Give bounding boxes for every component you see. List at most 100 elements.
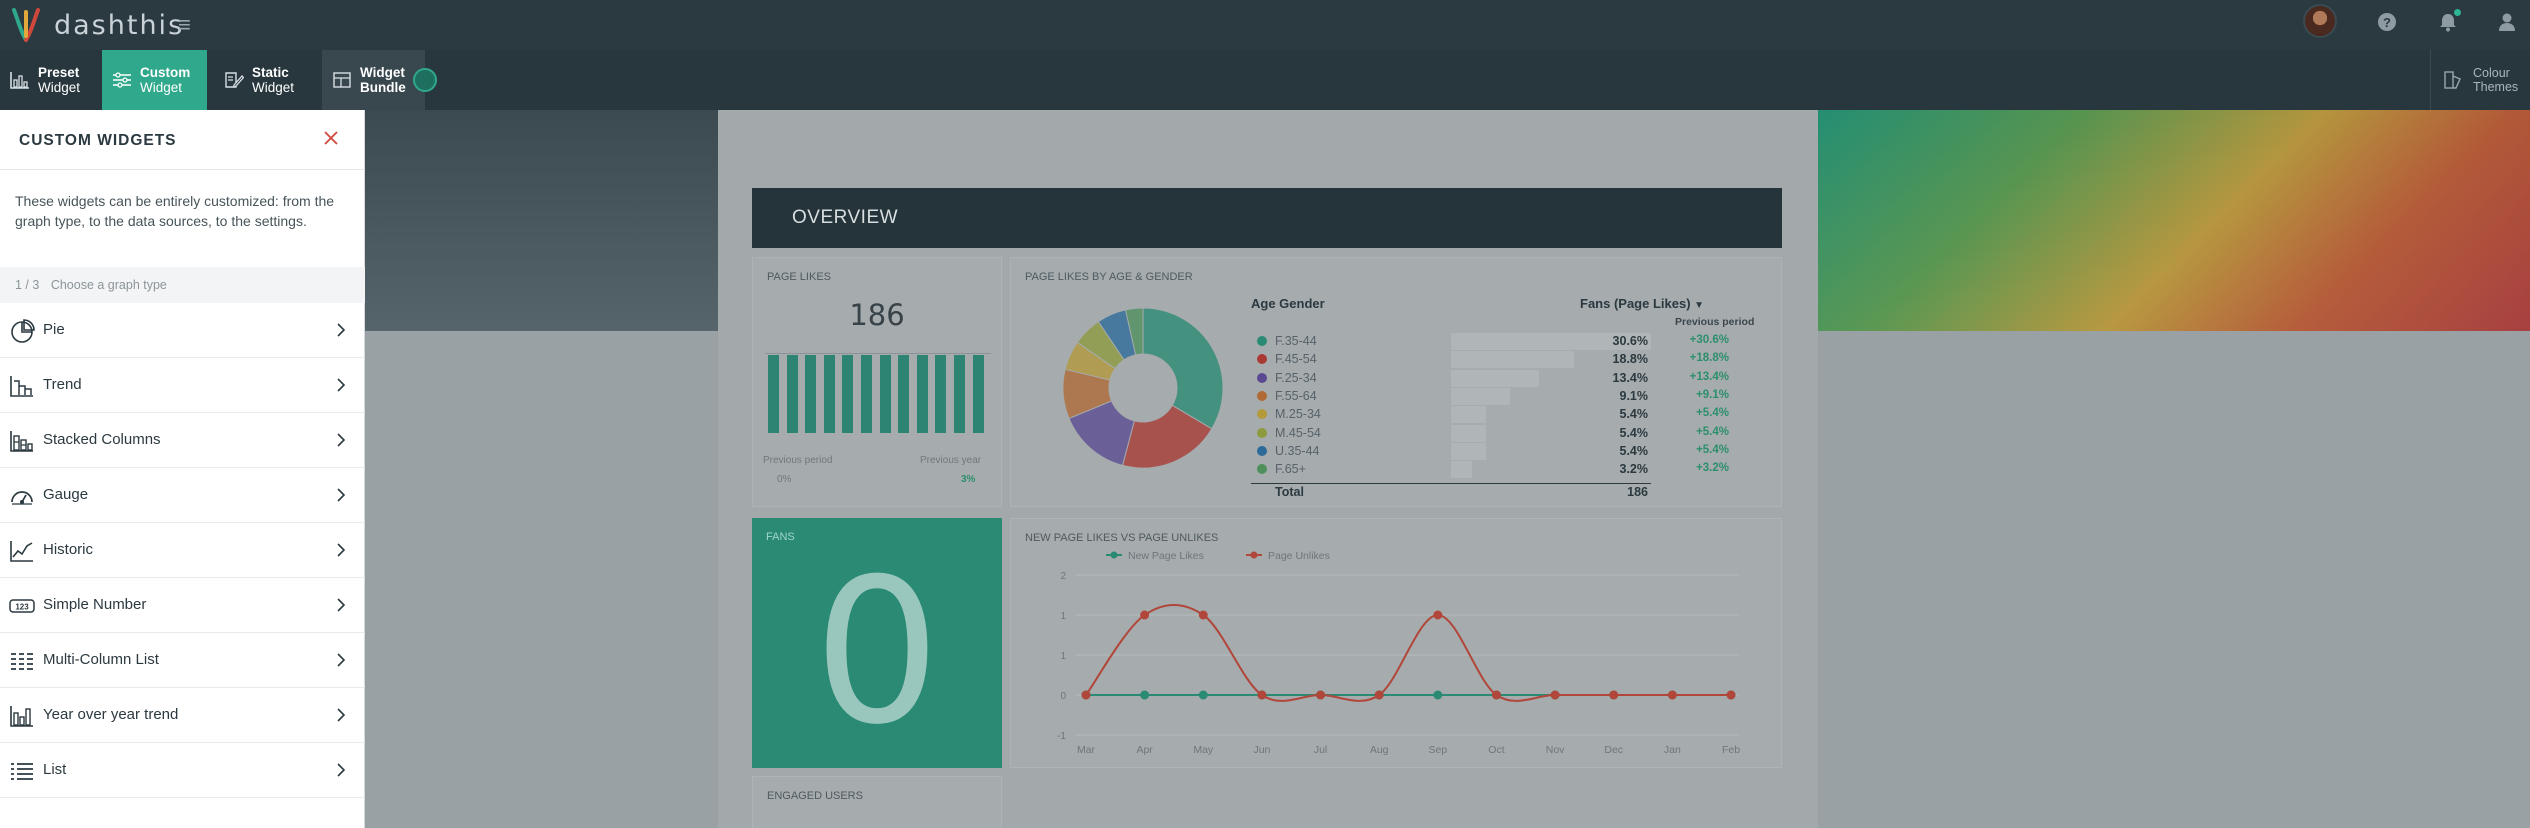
graph-type-list[interactable]: List [0,743,365,798]
theme-banner-art [1815,110,2530,331]
y-tick-label: 0 [1060,691,1066,702]
layout-icon [333,72,351,88]
chevron-right-icon [337,378,346,392]
bundle-badge-icon [413,68,437,92]
menu-icon[interactable]: ≡ [178,12,191,37]
legend-row: F.45-54 18.8% +18.8% [1251,351,1741,369]
unlikes-point [1667,690,1677,700]
legend-dot [1257,390,1267,401]
col-fans-dropdown[interactable]: Fans (Page Likes) ▼ [1580,296,1704,311]
panel-header: CUSTOM WIDGETS [0,110,365,170]
share-bar [1451,406,1487,424]
legend-percent: 18.8% [1612,352,1648,367]
chevron-right-icon [337,653,346,667]
likes-vs-unlikes-card[interactable]: NEW PAGE LIKES VS PAGE UNLIKES New Page … [1010,518,1782,768]
panel-description: These widgets can be entirely customized… [15,193,335,229]
x-tick-label: Sep [1428,744,1447,756]
graph-type-stacked-columns[interactable]: Stacked Columns [0,413,365,468]
stacked-columns-icon [10,431,33,452]
sliders-icon [113,72,131,88]
graph-type-label: Stacked Columns [43,431,161,448]
fans-card[interactable]: FANS 0 [752,518,1002,768]
user-icon[interactable] [2494,9,2520,35]
chevron-right-icon [337,488,346,502]
graph-type-trend[interactable]: Trend [0,358,365,413]
legend-row: F.65+ 3.2% +3.2% [1251,461,1741,479]
share-bar [1451,442,1487,460]
close-button[interactable] [318,125,344,151]
total-value: 186 [1627,485,1648,500]
col-fans-label: Fans (Page Likes) [1580,296,1691,311]
graph-type-historic[interactable]: Historic [0,523,365,578]
donut-slice [1124,307,1144,356]
dashboard-canvas: OVERVIEW PAGE LIKES 186 Previous period … [365,110,2530,828]
logo[interactable]: dashthis [8,6,184,44]
total-label: Total [1275,485,1304,500]
unlikes-point [1140,610,1150,620]
y-tick-label: 2 [1060,571,1066,582]
prev-period-value: 0% [777,474,792,485]
y-tick-label: -1 [1057,731,1066,742]
legend-prev-change: +5.4% [1696,443,1729,456]
legend-dot [1257,464,1267,475]
age-gender-card[interactable]: PAGE LIKES BY AGE & GENDER Age Gender Fa… [1010,257,1782,507]
graph-type-year-over-year-trend[interactable]: Year over year trend [0,688,365,743]
legend-percent: 13.4% [1612,370,1648,385]
legend-prev-change: +18.8% [1689,352,1729,365]
gauge-icon [11,491,33,505]
sparkbar [786,355,798,433]
x-tick-label: Jun [1253,744,1270,756]
preset-label-1: Preset [38,65,80,80]
colour-label-2: Themes [2473,80,2519,94]
legend-dot [1257,336,1267,346]
legend-marker [1250,551,1258,559]
notifications-icon[interactable] [2435,9,2461,35]
legend-row: U.35-44 5.4% +5.4% [1251,442,1741,461]
legend-percent: 5.4% [1619,425,1649,440]
legend-label: U.35-44 [1275,443,1320,458]
graph-type-multi-column-list[interactable]: Multi-Column List [0,633,365,688]
legend-prev-change: +5.4% [1696,425,1729,438]
legend-label: M.45-54 [1275,425,1321,440]
share-bar [1451,461,1472,479]
colour-themes-button[interactable]: Colour Themes [2430,50,2530,110]
graph-type-pie[interactable]: Pie [0,303,365,358]
y-tick-label: 1 [1060,651,1066,662]
graph-type-label: Trend [43,376,82,393]
unlikes-point [1081,690,1091,700]
legend-label: F.25-34 [1275,370,1317,385]
graph-type-simple-number[interactable]: 123 Simple Number [0,578,365,633]
custom-widget-button[interactable]: Custom Widget [102,50,207,110]
avatar[interactable] [2303,4,2337,38]
page-likes-value: 186 [849,298,905,332]
likes-point [1140,690,1150,700]
close-icon [324,131,338,145]
page-likes-title: PAGE LIKES [767,271,831,283]
static-widget-button[interactable]: Static Widget [214,50,318,110]
legend-percent: 3.2% [1619,462,1649,477]
unlikes-point [1257,690,1267,700]
logo-text: dashthis [54,9,185,41]
graph-type-label: Pie [43,321,65,338]
graph-type-label: Simple Number [43,596,147,613]
sparkbar [935,355,947,433]
custom-label-2: Widget [140,80,183,95]
page-likes-card[interactable]: PAGE LIKES 186 Previous period 0% Previo… [752,257,1002,507]
x-tick-label: Jan [1664,744,1681,756]
step-indicator: 1 / 3 Choose a graph type [0,267,365,303]
bar-chart-icon [10,72,29,89]
preset-widget-button[interactable]: Preset Widget [0,50,101,110]
age-gender-legend: F.35-44 30.6% +30.6% F.45-54 18.8% +18.8% F.25… [1251,333,1741,503]
widget-bundle-button[interactable]: Widget Bundle [322,50,437,110]
prev-year-label: Previous year [920,455,982,466]
share-bar [1451,369,1539,387]
graph-type-gauge[interactable]: Gauge [0,468,365,523]
engaged-users-card[interactable]: ENGAGED USERS [752,776,1002,828]
svg-text:?: ? [2383,15,2391,30]
help-icon[interactable]: ? [2374,9,2400,35]
legend-marker [1110,551,1118,559]
sparkbar [954,355,965,433]
graph-type-label: List [43,761,67,778]
likes-point [1433,690,1443,700]
legend-prev-change: +9.1% [1696,388,1729,401]
